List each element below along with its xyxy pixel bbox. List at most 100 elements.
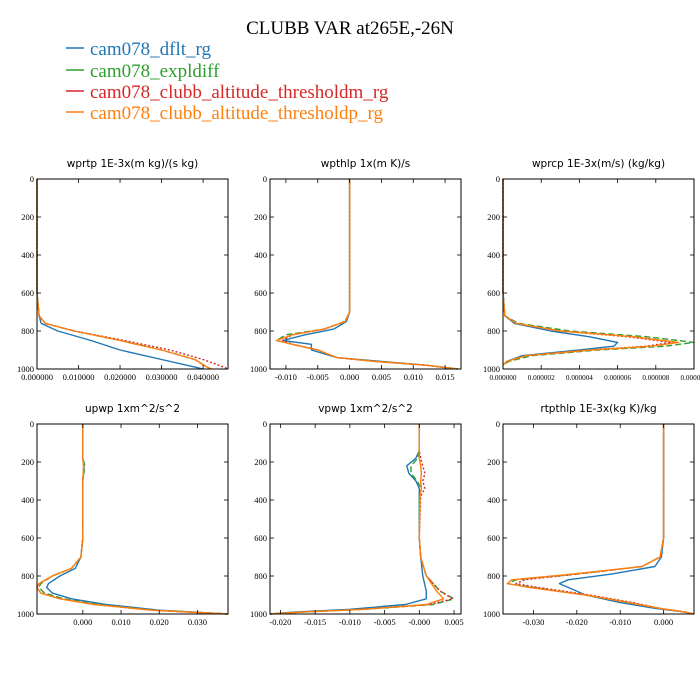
ytick-label-0-2: 400 (21, 250, 34, 260)
xtick-label-4-0: -0.020 (269, 617, 291, 627)
plot-frame-3 (36, 423, 229, 615)
legend-item-2: cam078_clubb_altitude_thresholdm_rg (66, 82, 389, 103)
panel-title-2: wprcp 1E-3x(m/s) (kg/kg) (532, 158, 665, 170)
plot-frame-2 (502, 178, 695, 370)
ytick-label-0-3: 600 (21, 288, 34, 298)
panel-3: upwp 1xm^2/s^2 0 200 400 600 800 1000 0.000 0.01… (17, 403, 229, 627)
series-line-5-2 (515, 424, 695, 615)
series-line-2-3 (502, 179, 680, 366)
plot-frame-0 (36, 178, 229, 370)
legend-label-2: cam078_clubb_altitude_thresholdm_rg (90, 82, 389, 103)
ytick-label-5-5: 1000 (483, 609, 500, 619)
legend: cam078_dflt_rg cam078_expldiff cam078_cl… (66, 39, 389, 124)
ytick-label-4-1: 200 (254, 457, 267, 467)
legend-item-0: cam078_dflt_rg (66, 39, 212, 60)
xtick-label-0-2: 0.020000 (104, 372, 136, 382)
xtick-label-3-2: 0.020 (150, 617, 169, 627)
xtick-label-0-1: 0.010000 (63, 372, 95, 382)
ytick-label-3-2: 400 (21, 495, 34, 505)
series-line-0-1 (36, 179, 212, 370)
legend-label-1: cam078_expldiff (90, 61, 220, 82)
series-line-1-0 (282, 179, 458, 370)
ytick-label-1-2: 400 (254, 250, 267, 260)
series-line-1-2 (282, 179, 458, 370)
ytick-label-5-1: 200 (487, 457, 500, 467)
panel-title-5: rtpthlp 1E-3x(kg K)/kg (540, 403, 656, 415)
xtick-label-0-0: 0.000000 (21, 372, 53, 382)
panel-5: rtpthlp 1E-3x(kg K)/kg 0 200 400 600 800 1000 -… (483, 403, 695, 627)
ytick-label-5-2: 400 (487, 495, 500, 505)
ytick-label-4-2: 400 (254, 495, 267, 505)
series-line-3-3 (36, 424, 229, 615)
xtick-label-5-2: -0.010 (609, 617, 631, 627)
series-line-3-2 (36, 424, 229, 615)
ytick-label-2-0: 0 (496, 174, 500, 184)
xtick-label-1-3: 0.005 (372, 372, 391, 382)
xtick-label-2-1: 0.000002 (528, 374, 555, 382)
xtick-label-1-0: -0.010 (275, 372, 297, 382)
series-line-2-1 (502, 179, 695, 366)
xtick-label-1-1: -0.005 (307, 372, 329, 382)
ytick-label-5-0: 0 (496, 419, 500, 429)
xtick-label-1-2: 0.000 (340, 372, 359, 382)
xtick-label-3-1: 0.010 (111, 617, 130, 627)
ytick-label-3-3: 600 (21, 533, 34, 543)
ytick-label-1-4: 800 (254, 326, 267, 336)
legend-item-3: cam078_clubb_altitude_thresholdp_rg (66, 103, 384, 124)
ytick-label-4-0: 0 (263, 419, 267, 429)
legend-label-0: cam078_dflt_rg (90, 39, 212, 60)
ytick-label-2-3: 600 (487, 288, 500, 298)
series-line-1-3 (275, 179, 458, 370)
ytick-label-3-0: 0 (30, 419, 34, 429)
xtick-label-4-2: -0.010 (339, 617, 361, 627)
xtick-label-5-3: 0.000 (654, 617, 673, 627)
ytick-label-0-4: 800 (21, 326, 34, 336)
ytick-label-3-1: 200 (21, 457, 34, 467)
series-line-2-0 (502, 179, 619, 366)
xtick-label-2-2: 0.000004 (566, 374, 593, 382)
ytick-label-3-5: 1000 (17, 609, 34, 619)
series-line-0-3 (36, 179, 212, 370)
series-line-3-0 (45, 424, 229, 615)
panel-title-3: upwp 1xm^2/s^2 (85, 403, 180, 415)
ytick-label-2-4: 800 (487, 326, 500, 336)
xtick-label-5-1: -0.020 (566, 617, 588, 627)
plot-frame-5 (502, 423, 695, 615)
ytick-label-1-5: 1000 (250, 364, 267, 374)
ytick-label-4-4: 800 (254, 571, 267, 581)
plot-frame-4 (269, 423, 462, 615)
series-line-4-3 (269, 424, 445, 615)
xtick-label-1-4: 0.010 (404, 372, 423, 382)
xtick-label-4-1: -0.015 (304, 617, 326, 627)
ytick-label-0-5: 1000 (17, 364, 34, 374)
xtick-label-2-4: 0.000008 (642, 374, 669, 382)
plot-frame-1 (269, 178, 462, 370)
ytick-label-2-1: 200 (487, 212, 500, 222)
ytick-label-4-3: 600 (254, 533, 267, 543)
panel-title-4: vpwp 1xm^2/s^2 (318, 403, 413, 415)
panel-0: wprtp 1E-3x(m kg)/(s kg) 0 200 400 600 800 100… (17, 158, 229, 382)
ytick-label-1-1: 200 (254, 212, 267, 222)
series-line-4-0 (269, 424, 427, 615)
ytick-label-4-5: 1000 (250, 609, 267, 619)
ytick-label-0-0: 0 (30, 174, 34, 184)
series-line-5-1 (506, 424, 695, 615)
ytick-label-2-5: 1000 (483, 364, 500, 374)
series-line-4-1 (269, 424, 455, 615)
panel-title-0: wprtp 1E-3x(m kg)/(s kg) (67, 158, 198, 170)
xtick-label-4-5: 0.005 (444, 617, 463, 627)
series-line-3-1 (38, 424, 229, 615)
panel-4: vpwp 1xm^2/s^2 0 200 400 600 800 1000-0.020 -0.… (250, 403, 464, 627)
xtick-label-3-3: 0.030 (188, 617, 207, 627)
panel-1: wpthlp 1x(m K)/s 0 200 400 600 800 1000 -0.010-… (250, 158, 462, 382)
ytick-label-0-1: 200 (21, 212, 34, 222)
ytick-label-1-3: 600 (254, 288, 267, 298)
xtick-label-3-0: 0.000 (73, 617, 92, 627)
panel-grid: wprtp 1E-3x(m kg)/(s kg) 0 200 400 600 800 100… (17, 158, 700, 627)
series-line-1-1 (275, 179, 458, 370)
legend-item-1: cam078_expldiff (66, 61, 220, 82)
series-line-5-3 (506, 424, 695, 615)
xtick-label-4-4: -0.000 (408, 617, 430, 627)
figure-title: CLUBB VAR at265E,-26N (246, 18, 454, 39)
